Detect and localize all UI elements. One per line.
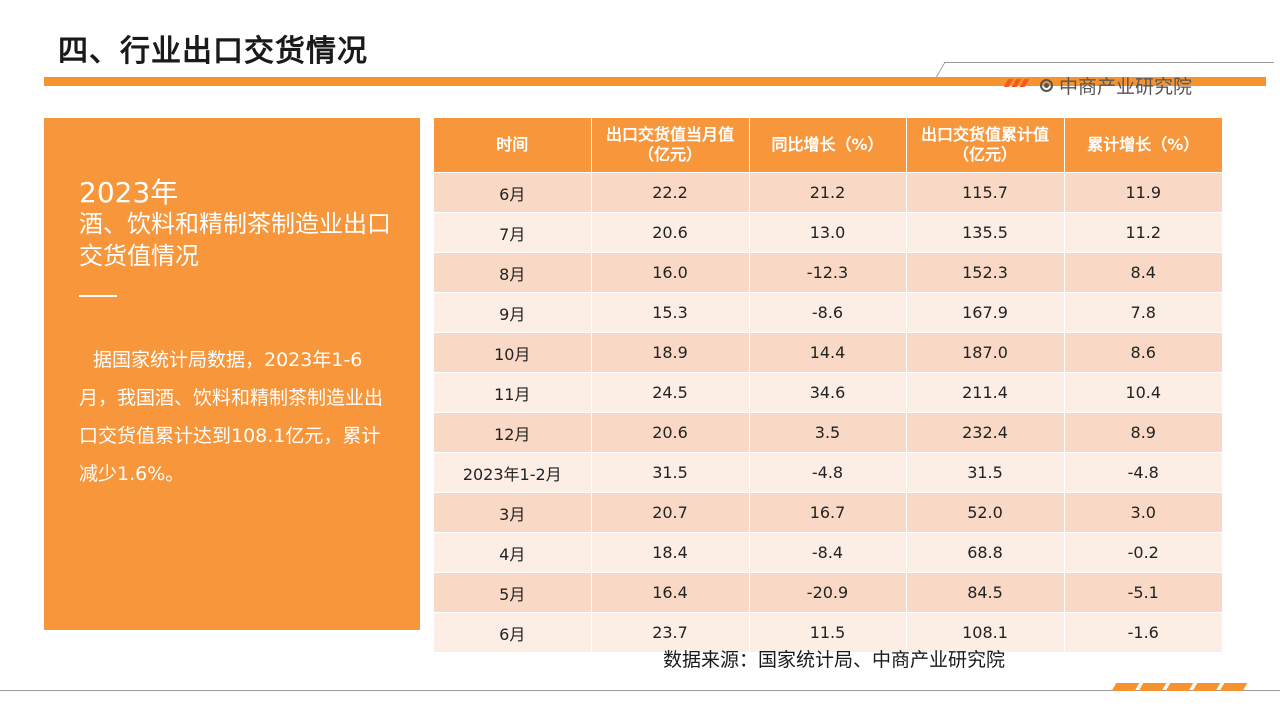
cell-yoy-growth: 11.5 (749, 612, 907, 652)
cell-time: 8月 (434, 252, 592, 293)
cell-cumulative-value: 115.7 (906, 172, 1065, 213)
cell-yoy-growth: 21.2 (749, 172, 907, 213)
cell-time: 2023年1-2月 (434, 452, 592, 493)
table-row: 8月 16.0 -12.3 152.3 8.4 (434, 252, 1222, 293)
cell-monthly-value: 18.9 (591, 332, 750, 373)
table-row: 7月 20.6 13.0 135.5 11.2 (434, 212, 1222, 253)
cell-time: 5月 (434, 572, 592, 613)
cell-time: 7月 (434, 212, 592, 253)
table-row: 11月 24.5 34.6 211.4 10.4 (434, 372, 1222, 413)
cell-cumulative-growth: 8.9 (1064, 412, 1222, 453)
title-underline-bar (44, 77, 1266, 86)
cell-monthly-value: 15.3 (591, 292, 750, 333)
footer-stripes (1111, 683, 1248, 691)
cell-cumulative-growth: -1.6 (1064, 612, 1222, 652)
decor-stripes (1003, 79, 1030, 87)
cell-cumulative-value: 187.0 (906, 332, 1065, 373)
cell-yoy-growth: -4.8 (749, 452, 907, 493)
brand-logo: 中商产业研究院 (1040, 72, 1192, 99)
page-title: 四、行业出口交货情况 (58, 34, 368, 69)
footer-line (0, 690, 1280, 691)
cell-cumulative-growth: 8.6 (1064, 332, 1222, 373)
cell-yoy-growth: -20.9 (749, 572, 907, 613)
header-monthly-value: 出口交货值当月值（亿元） (591, 118, 750, 173)
table-row: 3月 20.7 16.7 52.0 3.0 (434, 492, 1222, 533)
data-source: 数据来源：国家统计局、中商产业研究院 (663, 649, 1006, 671)
cell-cumulative-value: 108.1 (906, 612, 1065, 652)
cell-yoy-growth: 34.6 (749, 372, 907, 413)
cell-cumulative-growth: 7.8 (1064, 292, 1222, 333)
cell-cumulative-growth: 11.2 (1064, 212, 1222, 253)
cell-yoy-growth: 14.4 (749, 332, 907, 373)
cell-cumulative-growth: 3.0 (1064, 492, 1222, 533)
table-row: 4月 18.4 -8.4 68.8 -0.2 (434, 532, 1222, 573)
table-row: 6月 23.7 11.5 108.1 -1.6 (434, 612, 1222, 652)
header-cumulative-growth: 累计增长（%） (1064, 118, 1222, 173)
cell-yoy-growth: 3.5 (749, 412, 907, 453)
cell-cumulative-value: 31.5 (906, 452, 1065, 493)
cell-monthly-value: 16.4 (591, 572, 750, 613)
cell-time: 4月 (434, 532, 592, 573)
summary-divider (79, 295, 117, 297)
cell-cumulative-value: 211.4 (906, 372, 1065, 413)
cell-time: 11月 (434, 372, 592, 413)
cell-cumulative-value: 167.9 (906, 292, 1065, 333)
summary-year: 2023年 (79, 176, 179, 209)
cell-monthly-value: 22.2 (591, 172, 750, 213)
cell-yoy-growth: -12.3 (749, 252, 907, 293)
decor-line (944, 62, 1274, 63)
cell-cumulative-growth: 8.4 (1064, 252, 1222, 293)
cell-monthly-value: 20.6 (591, 412, 750, 453)
cell-yoy-growth: 16.7 (749, 492, 907, 533)
table-row: 6月 22.2 21.2 115.7 11.9 (434, 172, 1222, 213)
cell-monthly-value: 24.5 (591, 372, 750, 413)
cell-monthly-value: 23.7 (591, 612, 750, 652)
header-yoy-growth: 同比增长（%） (749, 118, 907, 173)
cell-monthly-value: 18.4 (591, 532, 750, 573)
cell-monthly-value: 20.6 (591, 212, 750, 253)
header-cumulative-value: 出口交货值累计值（亿元） (906, 118, 1065, 173)
cell-monthly-value: 31.5 (591, 452, 750, 493)
cell-cumulative-value: 232.4 (906, 412, 1065, 453)
table-header-row: 时间 出口交货值当月值（亿元） 同比增长（%） 出口交货值累计值（亿元） 累计增… (434, 118, 1222, 173)
cell-time: 9月 (434, 292, 592, 333)
cell-monthly-value: 20.7 (591, 492, 750, 533)
export-data-table: 时间 出口交货值当月值（亿元） 同比增长（%） 出口交货值累计值（亿元） 累计增… (434, 118, 1222, 652)
cell-time: 3月 (434, 492, 592, 533)
cell-yoy-growth: 13.0 (749, 212, 907, 253)
cell-cumulative-growth: 10.4 (1064, 372, 1222, 413)
cell-cumulative-growth: -4.8 (1064, 452, 1222, 493)
cell-cumulative-value: 68.8 (906, 532, 1065, 573)
summary-text: 据国家统计局数据，2023年1-6月，我国酒、饮料和精制茶制造业出口交货值累计达… (79, 349, 384, 485)
table-row: 9月 15.3 -8.6 167.9 7.8 (434, 292, 1222, 333)
cell-cumulative-growth: -5.1 (1064, 572, 1222, 613)
cell-yoy-growth: -8.6 (749, 292, 907, 333)
decor-line (935, 62, 946, 78)
cell-yoy-growth: -8.4 (749, 532, 907, 573)
cell-time: 10月 (434, 332, 592, 373)
table-row: 5月 16.4 -20.9 84.5 -5.1 (434, 572, 1222, 613)
brand-name: 中商产业研究院 (1059, 76, 1193, 98)
cell-cumulative-growth: 11.9 (1064, 172, 1222, 213)
table-row: 12月 20.6 3.5 232.4 8.9 (434, 412, 1222, 453)
summary-panel: 2023年 酒、饮料和精制茶制造业出口交货值情况 据国家统计局数据，2023年1… (44, 118, 420, 630)
cell-time: 6月 (434, 612, 592, 652)
cell-cumulative-value: 84.5 (906, 572, 1065, 613)
brand-circle-icon (1040, 79, 1053, 92)
cell-cumulative-growth: -0.2 (1064, 532, 1222, 573)
cell-cumulative-value: 152.3 (906, 252, 1065, 293)
table-row: 2023年1-2月 31.5 -4.8 31.5 -4.8 (434, 452, 1222, 493)
summary-heading: 酒、饮料和精制茶制造业出口交货值情况 (79, 210, 391, 270)
header-time: 时间 (434, 118, 592, 173)
cell-cumulative-value: 135.5 (906, 212, 1065, 253)
cell-time: 6月 (434, 172, 592, 213)
cell-time: 12月 (434, 412, 592, 453)
table-row: 10月 18.9 14.4 187.0 8.6 (434, 332, 1222, 373)
cell-monthly-value: 16.0 (591, 252, 750, 293)
cell-cumulative-value: 52.0 (906, 492, 1065, 533)
